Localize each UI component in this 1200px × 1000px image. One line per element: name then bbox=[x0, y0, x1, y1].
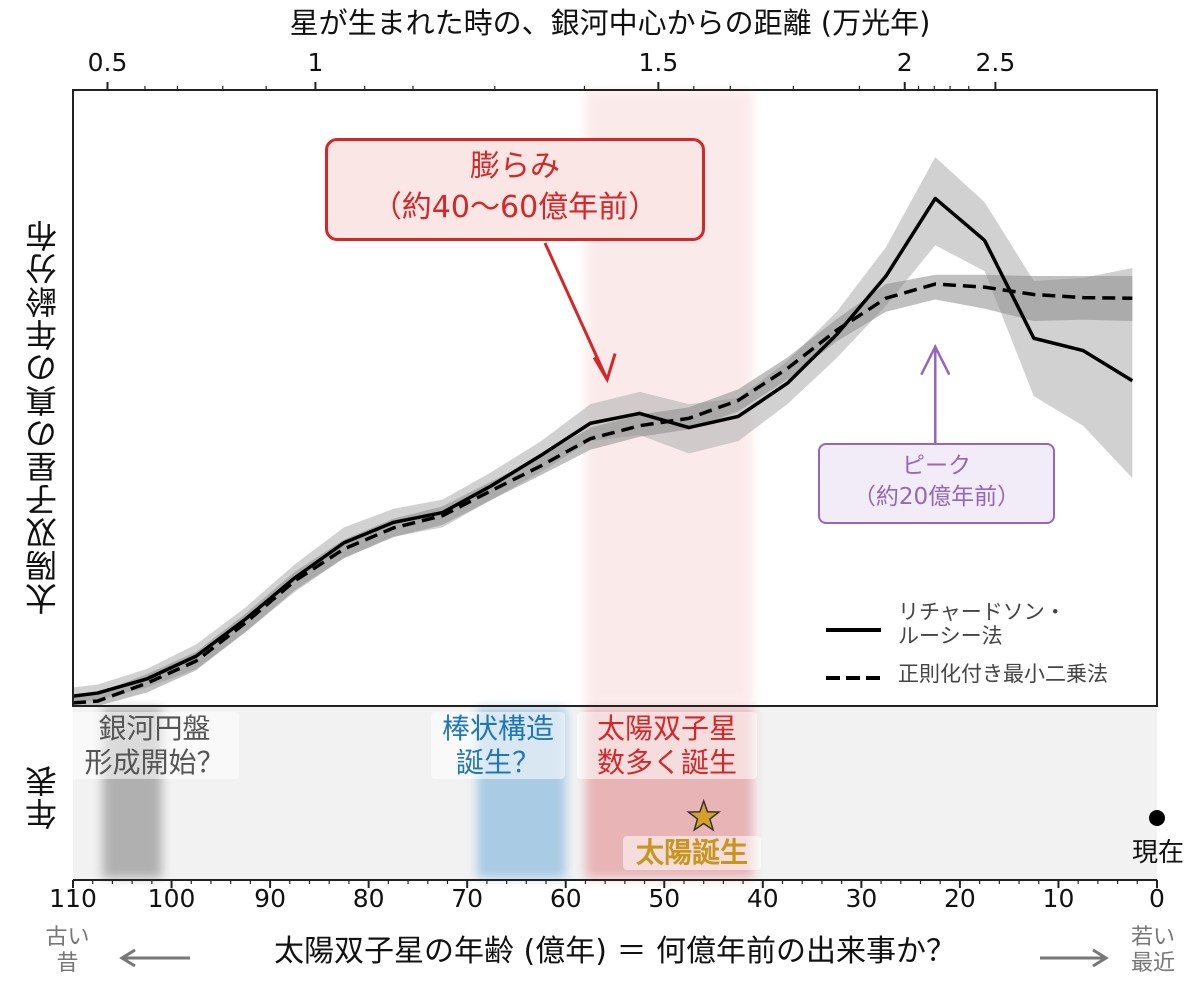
left-note: 古い 昔 bbox=[45, 925, 90, 977]
series-line-solid bbox=[72, 196, 1134, 698]
top-tick-label: 0.5 bbox=[87, 48, 128, 77]
timeline-event-twins: 太陽双子星 数多く誕生 bbox=[577, 712, 757, 780]
legend: リチャードソン・ ルーシー法 正則化付き最小二乗法 bbox=[820, 598, 1150, 698]
annotation-arrowhead-bulge bbox=[592, 353, 617, 384]
top-tick-label: 1 bbox=[307, 48, 324, 77]
annotation-arrow-bulge bbox=[543, 242, 609, 381]
x-tick-label: 60 bbox=[549, 884, 582, 913]
y-axis-label: 太陽双子星の真の年齢分布 bbox=[24, 219, 62, 615]
annotation-peak: ピーク （約20億年前） bbox=[818, 443, 1055, 524]
series-line-dashed bbox=[72, 282, 1133, 705]
star-icon bbox=[686, 798, 722, 832]
top-tick-label: 2.5 bbox=[975, 48, 1016, 77]
right-arrowhead-icon bbox=[1092, 948, 1109, 968]
x-axis-label: 太陽双子星の年齢 (億年) ＝ 何億年前の出来事か？ bbox=[273, 934, 957, 969]
x-tick-label: 110 bbox=[49, 884, 97, 913]
x-tick-label: 20 bbox=[944, 884, 976, 913]
present-dot-icon bbox=[1149, 810, 1165, 826]
timeline-event-sun-birth: 太陽誕生 bbox=[623, 836, 761, 870]
x-tick-label: 40 bbox=[746, 884, 779, 913]
timeline-event-bar: 棒状構造 誕生？ bbox=[431, 712, 565, 780]
top-tick-label: 1.5 bbox=[638, 48, 679, 77]
x-tick-label: 80 bbox=[352, 884, 385, 913]
timeline-label: 年表 bbox=[24, 764, 62, 830]
x-tick-label: 70 bbox=[451, 884, 484, 913]
annotation-bulge: 膨らみ （約40〜60億年前） bbox=[325, 138, 705, 241]
x-tick-label: 50 bbox=[648, 884, 681, 913]
x-tick-label: 10 bbox=[1042, 884, 1075, 913]
x-tick-label: 100 bbox=[147, 884, 196, 913]
legend-label-regularized-ls: 正則化付き最小二乗法 bbox=[898, 662, 1108, 686]
legend-solid-line bbox=[826, 628, 881, 632]
right-note: 若い 最近 bbox=[1130, 925, 1175, 977]
x-tick-label: 30 bbox=[845, 884, 878, 913]
top-axis-title: 星が生まれた時の、銀河中心からの距離 (万光年) bbox=[289, 6, 931, 40]
plot-frame bbox=[72, 89, 1158, 707]
timeline-event-now: 現在 bbox=[1131, 838, 1184, 868]
timeline-event-disk: 銀河円盤 形成開始？ bbox=[70, 712, 239, 780]
left-arrowhead-icon bbox=[119, 948, 136, 968]
legend-dashed-line bbox=[826, 676, 881, 680]
x-tick-label: 0 bbox=[1149, 884, 1165, 913]
annotation-arrowhead-peak bbox=[920, 343, 951, 376]
x-tick-label: 90 bbox=[254, 884, 286, 913]
legend-label-richardson-lucy: リチャードソン・ ルーシー法 bbox=[898, 600, 1066, 649]
top-tick-label: 2 bbox=[896, 48, 913, 77]
